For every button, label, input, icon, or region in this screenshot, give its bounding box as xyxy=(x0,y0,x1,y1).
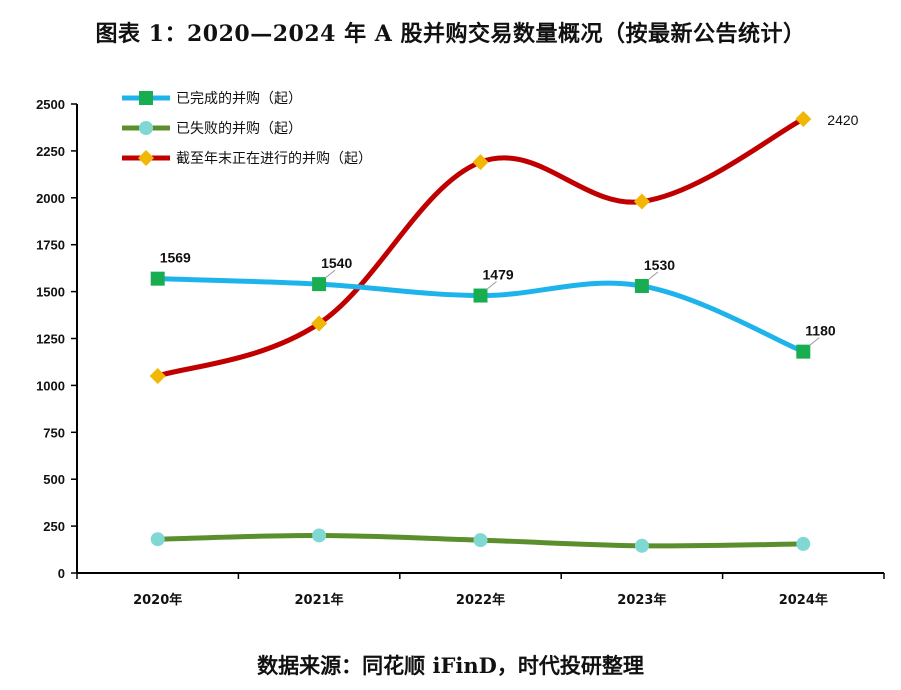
label-leader-line xyxy=(808,337,820,347)
y-tick-label: 0 xyxy=(58,566,65,581)
data-point-ongoing xyxy=(633,193,650,210)
y-tick-label: 500 xyxy=(43,472,65,487)
data-point-completed xyxy=(150,271,165,286)
data-point-failed xyxy=(150,532,165,547)
legend: 已完成的并购（起） 已失败的并购（起） 截至年末正在进行的并购（起） xyxy=(122,91,372,167)
data-label-completed: 1569 xyxy=(160,250,191,266)
data-point-failed xyxy=(634,538,649,553)
data-label-completed: 1479 xyxy=(483,267,514,283)
y-tick-label: 1500 xyxy=(36,285,65,300)
data-point-completed xyxy=(312,277,327,292)
legend-marker-completed xyxy=(139,91,153,105)
x-tick-label: 2024年 xyxy=(779,592,828,608)
legend-marker-failed xyxy=(139,121,153,135)
y-tick-label: 2250 xyxy=(36,144,65,159)
y-tick-label: 2000 xyxy=(36,191,65,206)
data-point-completed xyxy=(796,344,811,359)
data-point-ongoing xyxy=(149,368,166,385)
data-label-completed: 1540 xyxy=(321,255,352,271)
y-tick-label: 1750 xyxy=(36,238,65,253)
legend-label-completed: 已完成的并购（起） xyxy=(176,91,302,107)
x-tick-label: 2020年 xyxy=(133,592,182,608)
data-point-failed xyxy=(796,536,811,551)
data-point-failed xyxy=(312,528,327,543)
y-tick-label: 1000 xyxy=(36,378,65,393)
y-tick-label: 250 xyxy=(43,519,65,534)
series-markers xyxy=(149,111,812,553)
series-lines xyxy=(155,116,806,549)
label-leader-line xyxy=(486,281,497,290)
y-tick-label: 1250 xyxy=(36,332,65,347)
legend-label-ongoing: 截至年末正在进行的并购（起） xyxy=(176,151,372,167)
data-labels: 1569 1540 1479 1530 1180 2420 xyxy=(160,112,859,347)
x-tick-label: 2021年 xyxy=(295,592,344,608)
data-label-completed: 1180 xyxy=(805,323,836,339)
data-point-completed xyxy=(634,278,649,293)
axes: 0 250 500 750 1000 1250 1500 1750 2000 2250 2500 20… xyxy=(36,97,885,608)
legend-marker-ongoing xyxy=(138,150,154,166)
data-label-ongoing: 2420 xyxy=(827,112,858,128)
x-tick-label: 2023年 xyxy=(617,592,666,608)
data-point-ongoing xyxy=(472,154,489,171)
data-label-completed: 1530 xyxy=(644,257,675,273)
label-leader-line xyxy=(647,271,659,281)
x-tick-label: 2022年 xyxy=(456,592,505,608)
legend-label-failed: 已失败的并购（起） xyxy=(176,121,302,137)
data-point-ongoing xyxy=(311,315,328,332)
data-point-completed xyxy=(473,288,488,303)
y-tick-label: 2500 xyxy=(36,97,65,112)
label-leader-line xyxy=(324,269,336,279)
data-point-ongoing xyxy=(795,111,812,128)
chart-title: 图表 1：2020—2024 年 A 股并购交易数量概况（按最新公告统计） xyxy=(95,21,806,47)
y-tick-label: 750 xyxy=(43,425,65,440)
data-source-note: 数据来源：同花顺 iFinD，时代投研整理 xyxy=(257,653,644,678)
data-point-failed xyxy=(473,533,488,548)
